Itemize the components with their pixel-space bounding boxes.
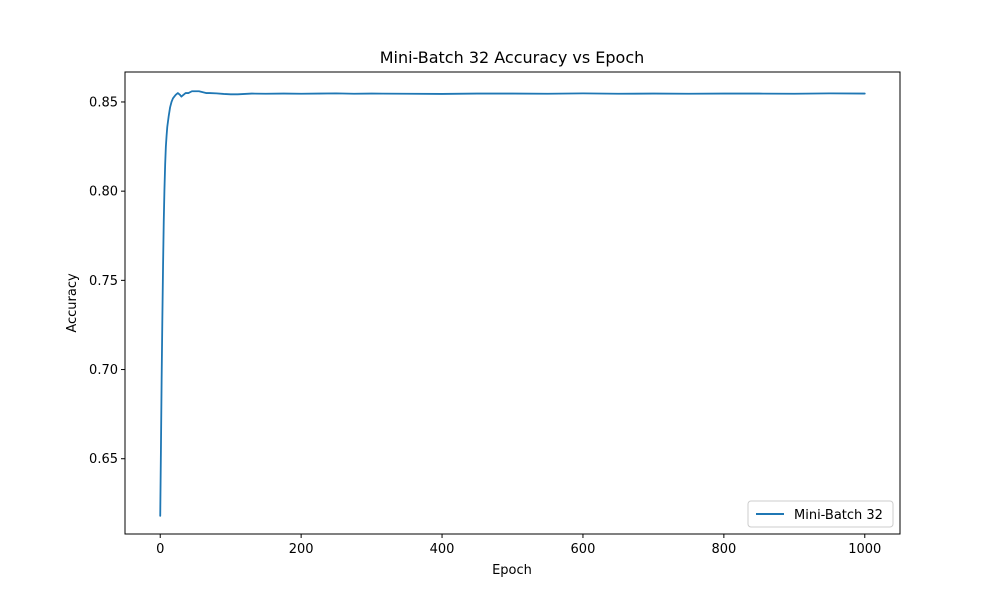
x-axis-label: Epoch (492, 563, 532, 578)
y-tick-label: 0.75 (89, 274, 118, 289)
legend-frame (747, 500, 894, 528)
y-axis-ticks: 0.65 0.70 0.75 0.80 0.85 (89, 95, 125, 467)
x-tick-label: 200 (289, 542, 314, 557)
x-tick-label: 1000 (848, 542, 881, 557)
x-tick-label: 0 (156, 542, 164, 557)
legend-label-mini-batch-32: Mini-Batch 32 (794, 508, 883, 523)
chart-title: Mini-Batch 32 Accuracy vs Epoch (380, 48, 645, 67)
x-tick-label: 600 (571, 542, 596, 557)
plot-area-frame (124, 71, 901, 535)
x-tick-label: 400 (430, 542, 455, 557)
legend: Mini-Batch 32 (747, 500, 894, 528)
series-line-mini-batch-32 (159, 90, 866, 517)
x-axis-ticks: 0 200 400 600 800 1000 (156, 534, 881, 557)
y-axis-label: Accuracy (65, 273, 80, 333)
x-tick-label: 800 (711, 542, 736, 557)
series-layer (159, 90, 866, 517)
y-tick-label: 0.80 (89, 185, 118, 200)
y-tick-label: 0.70 (89, 363, 118, 378)
y-tick-label: 0.85 (89, 95, 118, 110)
y-tick-label: 0.65 (89, 452, 118, 467)
